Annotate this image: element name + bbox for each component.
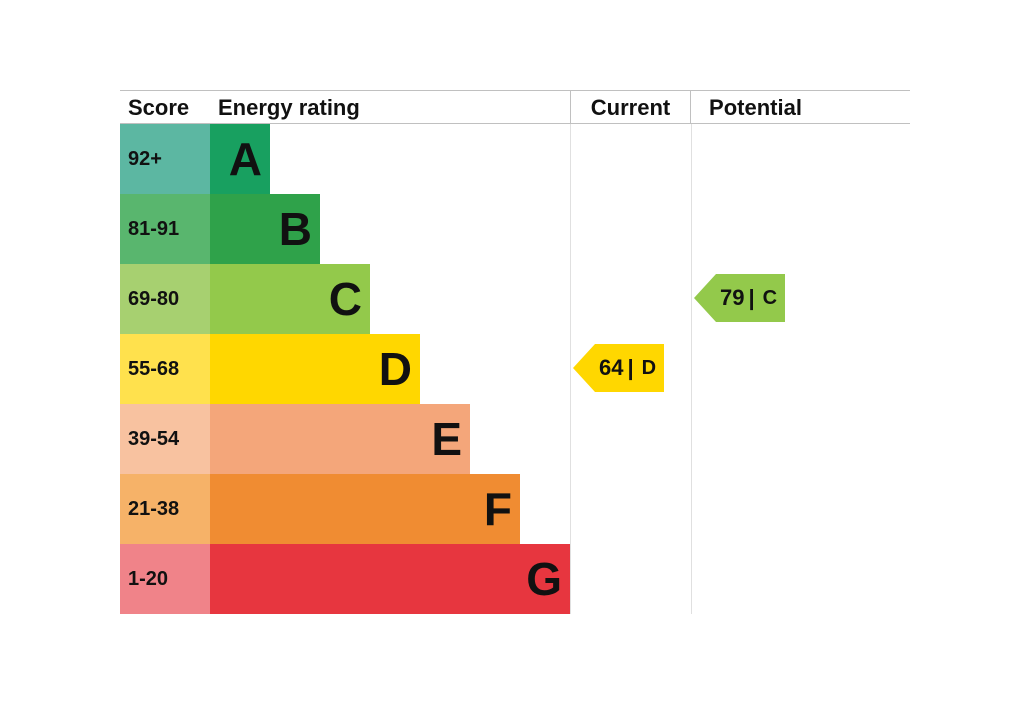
rating-bar-f: F: [210, 474, 520, 544]
band-row-g: 1-20G: [120, 544, 910, 614]
score-range: 81-91: [120, 194, 210, 264]
bar-cell: C: [210, 264, 570, 334]
potential-badge-letter: C: [763, 287, 777, 310]
bar-cell: E: [210, 404, 570, 474]
current-badge: 64| D: [573, 344, 664, 392]
header-rating: Energy rating: [210, 91, 570, 123]
current-cell: [570, 404, 691, 474]
current-badge-body: 64| D: [595, 344, 664, 392]
bar-cell: D: [210, 334, 570, 404]
rating-bar-a: A: [210, 124, 270, 194]
current-cell: 64| D: [570, 334, 691, 404]
band-row-e: 39-54E: [120, 404, 910, 474]
current-cell: [570, 474, 691, 544]
band-row-f: 21-38F: [120, 474, 910, 544]
potential-cell: [691, 404, 822, 474]
score-range: 39-54: [120, 404, 210, 474]
bar-cell: G: [210, 544, 570, 614]
current-cell: [570, 544, 691, 614]
rating-bar-g: G: [210, 544, 570, 614]
bar-cell: B: [210, 194, 570, 264]
potential-cell: [691, 544, 822, 614]
potential-cell: [691, 474, 822, 544]
header-current: Current: [570, 91, 690, 123]
rating-bar-b: B: [210, 194, 320, 264]
bar-cell: F: [210, 474, 570, 544]
band-row-a: 92+A: [120, 124, 910, 194]
potential-cell: [691, 334, 822, 404]
current-cell: [570, 124, 691, 194]
current-cell: [570, 264, 691, 334]
arrow-left-icon: [694, 274, 716, 322]
header-potential: Potential: [690, 91, 820, 123]
header-score: Score: [120, 91, 210, 123]
rating-bar-c: C: [210, 264, 370, 334]
band-row-c: 69-80C79|C: [120, 264, 910, 334]
separator: |: [627, 355, 633, 381]
potential-badge: 79| C: [694, 274, 785, 322]
score-range: 92+: [120, 124, 210, 194]
potential-badge-body: 79| C: [716, 274, 785, 322]
chart-rows: 92+A81-91B69-80C79|C55-68D64|D39-54E21-3…: [120, 124, 910, 614]
potential-cell: [691, 194, 822, 264]
current-badge-value: 64: [599, 355, 623, 381]
score-range: 69-80: [120, 264, 210, 334]
score-range: 55-68: [120, 334, 210, 404]
band-row-d: 55-68D64|D: [120, 334, 910, 404]
bar-cell: A: [210, 124, 570, 194]
current-badge-letter: D: [642, 357, 656, 380]
score-range: 1-20: [120, 544, 210, 614]
separator: |: [748, 285, 754, 311]
rating-bar-d: D: [210, 334, 420, 404]
potential-badge-value: 79: [720, 285, 744, 311]
header-row: Score Energy rating Current Potential: [120, 90, 910, 124]
potential-cell: [691, 124, 822, 194]
score-range: 21-38: [120, 474, 210, 544]
band-row-b: 81-91B: [120, 194, 910, 264]
arrow-left-icon: [573, 344, 595, 392]
energy-rating-chart: Score Energy rating Current Potential 92…: [120, 90, 910, 614]
current-cell: [570, 194, 691, 264]
potential-cell: 79| C: [691, 264, 822, 334]
rating-bar-e: E: [210, 404, 470, 474]
